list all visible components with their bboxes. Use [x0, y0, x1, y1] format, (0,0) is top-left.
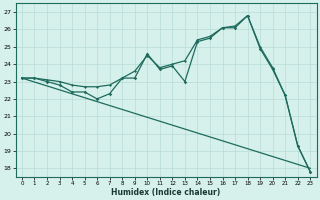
- X-axis label: Humidex (Indice chaleur): Humidex (Indice chaleur): [111, 188, 221, 197]
